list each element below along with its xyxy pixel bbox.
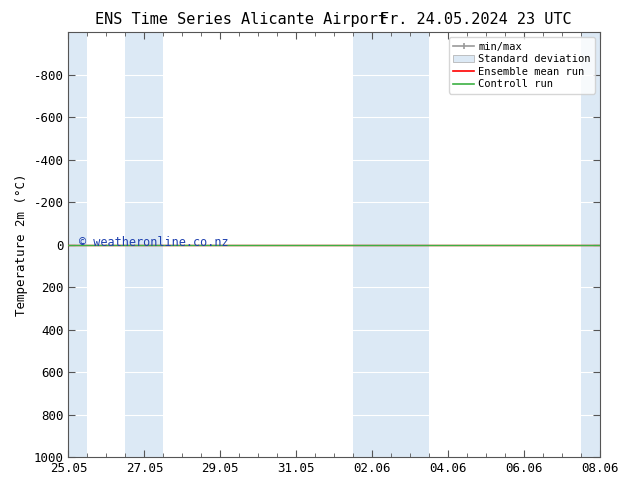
Legend: min/max, Standard deviation, Ensemble mean run, Controll run: min/max, Standard deviation, Ensemble me…: [450, 37, 595, 94]
Text: ENS Time Series Alicante Airport: ENS Time Series Alicante Airport: [95, 12, 387, 27]
Text: Fr. 24.05.2024 23 UTC: Fr. 24.05.2024 23 UTC: [380, 12, 571, 27]
Text: © weatheronline.co.nz: © weatheronline.co.nz: [79, 236, 229, 249]
Bar: [581, 32, 619, 457]
Y-axis label: Temperature 2m (°C): Temperature 2m (°C): [15, 173, 28, 316]
Bar: [126, 32, 164, 457]
Bar: [353, 32, 391, 457]
Bar: [49, 32, 87, 457]
Bar: [391, 32, 429, 457]
